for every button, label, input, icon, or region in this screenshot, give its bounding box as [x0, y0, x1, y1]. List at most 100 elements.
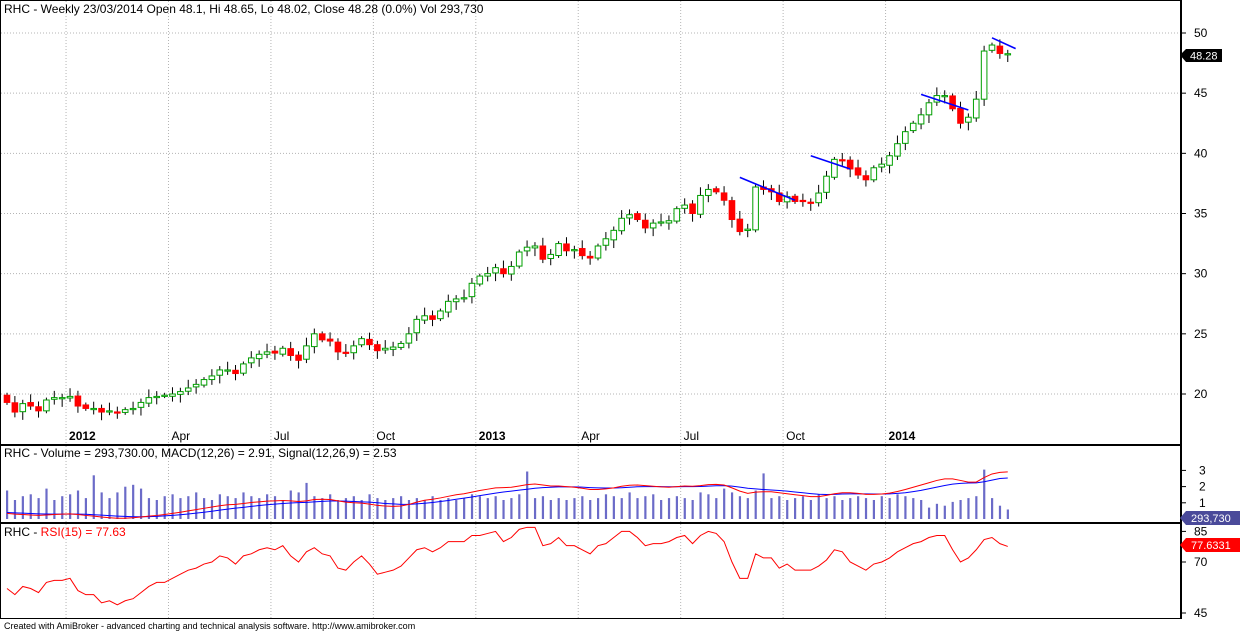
- volume-bar: [218, 494, 221, 519]
- volume-bar: [652, 494, 655, 519]
- volume-bar: [431, 496, 434, 519]
- volume-bar: [951, 501, 954, 519]
- bull-candle: [665, 220, 673, 224]
- macd-tick-label: 3: [1199, 463, 1206, 477]
- volume-bar: [912, 498, 915, 519]
- bear-candle: [98, 407, 105, 413]
- macd-tick-label: 1: [1199, 496, 1206, 510]
- price-tick-label: 50: [1194, 26, 1208, 40]
- volume-bar: [447, 498, 450, 519]
- volume-bar: [289, 490, 292, 519]
- volume-bar: [920, 500, 923, 519]
- bull-candle: [145, 397, 153, 404]
- bull-candle: [744, 228, 752, 231]
- volume-bar: [675, 496, 678, 519]
- bull-candle: [555, 243, 562, 256]
- bear-candle: [342, 351, 350, 354]
- bear-candle: [996, 45, 1004, 54]
- volume-bar: [510, 498, 513, 519]
- volume-bar: [226, 496, 229, 519]
- volume-bar: [61, 496, 64, 519]
- volume-bar: [998, 505, 1002, 519]
- volume-bar: [557, 498, 560, 519]
- bear-candle: [500, 268, 507, 275]
- volume-bar: [455, 500, 458, 519]
- bull-candle: [66, 395, 74, 399]
- x-tick-label: Jul: [684, 429, 699, 443]
- volume-bar: [250, 496, 253, 519]
- volume-bar: [281, 500, 284, 519]
- bull-candle: [547, 253, 555, 260]
- volume-bar: [872, 500, 875, 519]
- x-tick-label: 2012: [69, 429, 96, 443]
- bull-candle: [19, 403, 27, 413]
- bear-candle: [74, 395, 82, 407]
- candlestick-series: [3, 39, 1012, 421]
- price-panel-frame: [0, 0, 1181, 445]
- bull-candle: [397, 342, 405, 348]
- bull-candle: [208, 375, 216, 381]
- bear-candle: [736, 218, 744, 233]
- volume-bar: [715, 498, 718, 519]
- bear-candle: [11, 402, 19, 413]
- volume-bar: [155, 500, 158, 519]
- x-tick-label: Apr: [581, 429, 600, 443]
- bull-candle: [460, 297, 468, 300]
- time-axis: 2012 Apr Jul Oct 2013 Apr Jul Oct 2014: [69, 429, 916, 443]
- bear-candle: [27, 402, 34, 407]
- bull-candle: [177, 391, 184, 395]
- volume-bar: [841, 500, 844, 519]
- volume-bar: [132, 484, 135, 519]
- volume-bar: [849, 498, 852, 519]
- volume-bar: [896, 494, 899, 519]
- volume-bar: [597, 498, 600, 519]
- bear-candle: [539, 245, 547, 260]
- bull-candle: [610, 229, 618, 241]
- volume-bar: [573, 498, 576, 519]
- x-tick-label: Oct: [786, 429, 805, 443]
- bear-candle: [271, 350, 279, 354]
- bull-candle: [121, 409, 129, 413]
- volume-bar: [817, 494, 820, 519]
- bull-candle: [515, 251, 523, 267]
- volume-bar: [723, 488, 726, 519]
- bull-candle: [815, 192, 822, 204]
- volume-bar: [683, 498, 686, 519]
- volume-bar: [699, 492, 702, 519]
- volume-title-signal: Signal(12,26,9) = 2.53: [278, 446, 397, 460]
- bull-candle: [673, 208, 681, 222]
- volume-bar: [604, 494, 608, 519]
- volume-bar: [179, 498, 182, 519]
- bull-candle: [413, 318, 421, 334]
- volume-bar: [92, 475, 95, 519]
- bull-candle: [50, 397, 58, 400]
- rsi-title-value: RSI(15) = 77.63: [41, 525, 126, 539]
- bear-candle: [807, 201, 815, 204]
- rsi-series: [6, 526, 1008, 606]
- rsi-panel-title: RHC - RSI(15) = 77.63: [4, 525, 126, 539]
- volume-bar: [502, 500, 505, 519]
- volume-bar: [541, 496, 545, 519]
- bear-candle: [634, 213, 641, 221]
- x-tick-label: 2013: [479, 429, 506, 443]
- volume-bar: [786, 500, 789, 519]
- bull-candle: [941, 95, 949, 98]
- volume-bar: [329, 494, 332, 519]
- bull-candle: [240, 363, 247, 374]
- volume-bar: [400, 496, 403, 519]
- price-tick-label: 40: [1194, 146, 1208, 160]
- volume-bar: [991, 498, 994, 519]
- bull-candle: [43, 399, 50, 412]
- bull-candle: [618, 217, 625, 232]
- bull-candle: [531, 245, 539, 249]
- bull-candle: [200, 379, 208, 386]
- volume-bar: [935, 503, 939, 519]
- x-tick-label: Jul: [274, 429, 289, 443]
- volume-bar: [533, 498, 537, 519]
- bull-candle: [870, 167, 878, 181]
- signal-line: [6, 477, 1008, 518]
- bear-candle: [838, 159, 846, 162]
- bull-candle: [137, 401, 145, 408]
- bull-candle: [571, 249, 578, 252]
- bull-candle: [303, 345, 310, 360]
